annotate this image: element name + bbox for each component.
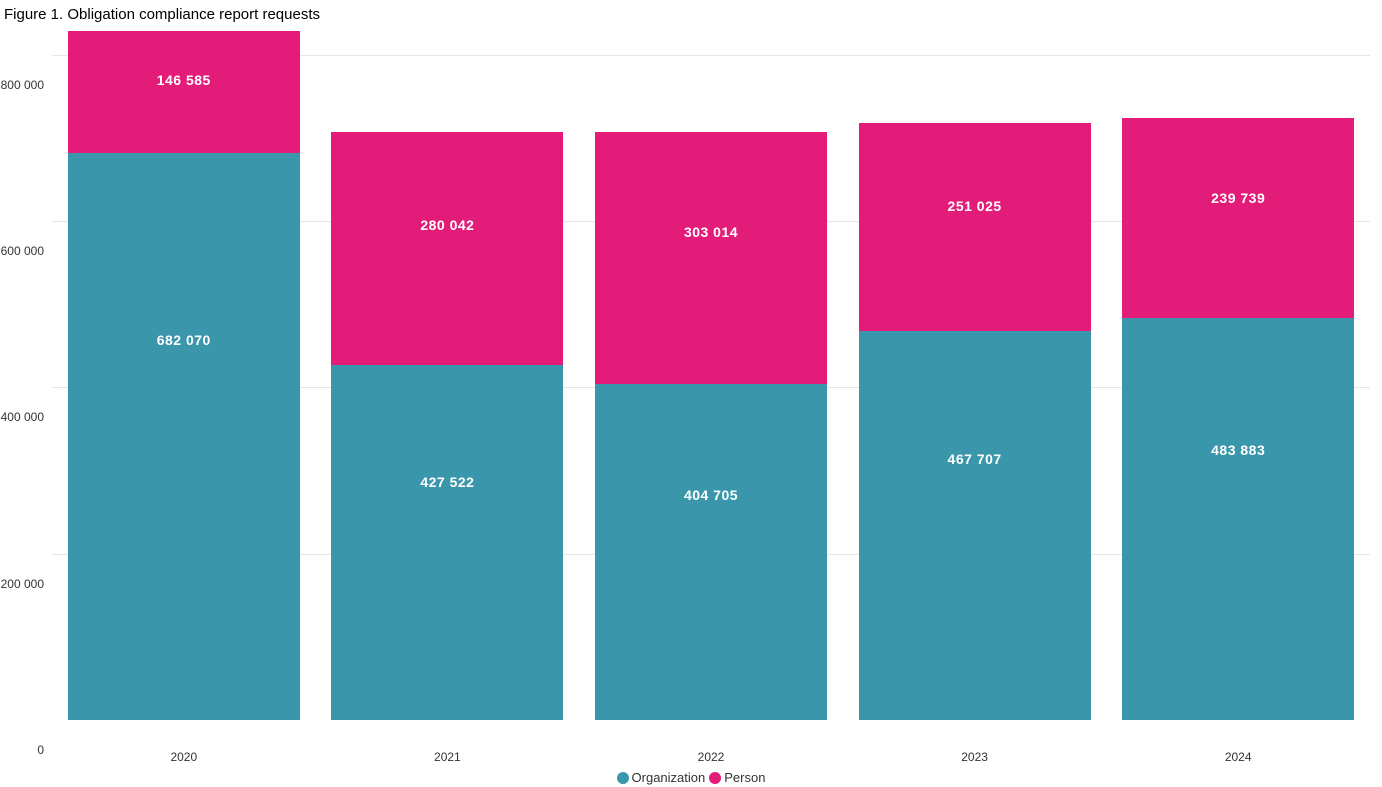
legend: Organization Person — [0, 770, 1382, 787]
bar-value-label: 467 707 — [859, 451, 1091, 467]
legend-item: Person — [709, 770, 765, 785]
bar-value-label: 404 705 — [595, 487, 827, 503]
bars-layer: 682 070 146 585 427 522 280 042 404 705 303 0… — [52, 30, 1370, 720]
y-tick-label: 800 000 — [1, 78, 44, 92]
bar-value-label: 239 739 — [1122, 190, 1354, 206]
chart-container: 0 200 000 400 000 600 000 800 000 682 070 146… — [0, 30, 1382, 776]
bar-segment-person: 146 585 — [68, 31, 300, 153]
x-tick-label: 2024 — [1208, 750, 1268, 764]
bar-segment-person: 280 042 — [331, 132, 563, 365]
x-tick-label: 2022 — [681, 750, 741, 764]
bar-segment-person: 239 739 — [1122, 118, 1354, 317]
legend-label: Person — [724, 770, 765, 785]
bar-value-label: 483 883 — [1122, 442, 1354, 458]
bar-value-label: 280 042 — [331, 217, 563, 233]
bar-segment-organization: 404 705 — [595, 384, 827, 720]
bar-segment-organization: 483 883 — [1122, 318, 1354, 720]
legend-item: Organization — [617, 770, 706, 785]
bar-value-label: 303 014 — [595, 224, 827, 240]
x-tick-label: 2023 — [945, 750, 1005, 764]
legend-dot-icon — [617, 772, 629, 784]
bar-value-label: 427 522 — [331, 474, 563, 490]
legend-dot-icon — [709, 772, 721, 784]
y-axis-labels: 0200 000400 000600 000800 000 — [0, 60, 48, 750]
y-tick-label: 0 — [37, 743, 44, 757]
bar-segment-organization: 427 522 — [331, 365, 563, 720]
y-tick-label: 600 000 — [1, 244, 44, 258]
y-tick-label: 400 000 — [1, 410, 44, 424]
x-tick-label: 2021 — [417, 750, 477, 764]
bar-segment-person: 303 014 — [595, 132, 827, 384]
legend-label: Organization — [632, 770, 706, 785]
bar-value-label: 682 070 — [68, 332, 300, 348]
bar-segment-organization: 682 070 — [68, 153, 300, 720]
bar-segment-organization: 467 707 — [859, 331, 1091, 720]
bar-value-label: 146 585 — [68, 72, 300, 88]
chart-title: Figure 1. Obligation compliance report r… — [4, 6, 320, 23]
bar-segment-person: 251 025 — [859, 123, 1091, 332]
x-tick-label: 2020 — [154, 750, 214, 764]
plot-area: 682 070 146 585 427 522 280 042 404 705 303 0… — [52, 30, 1370, 720]
y-tick-label: 200 000 — [1, 577, 44, 591]
bar-value-label: 251 025 — [859, 198, 1091, 214]
x-axis-labels: 2020 2021 2022 2023 2024 — [52, 750, 1370, 770]
